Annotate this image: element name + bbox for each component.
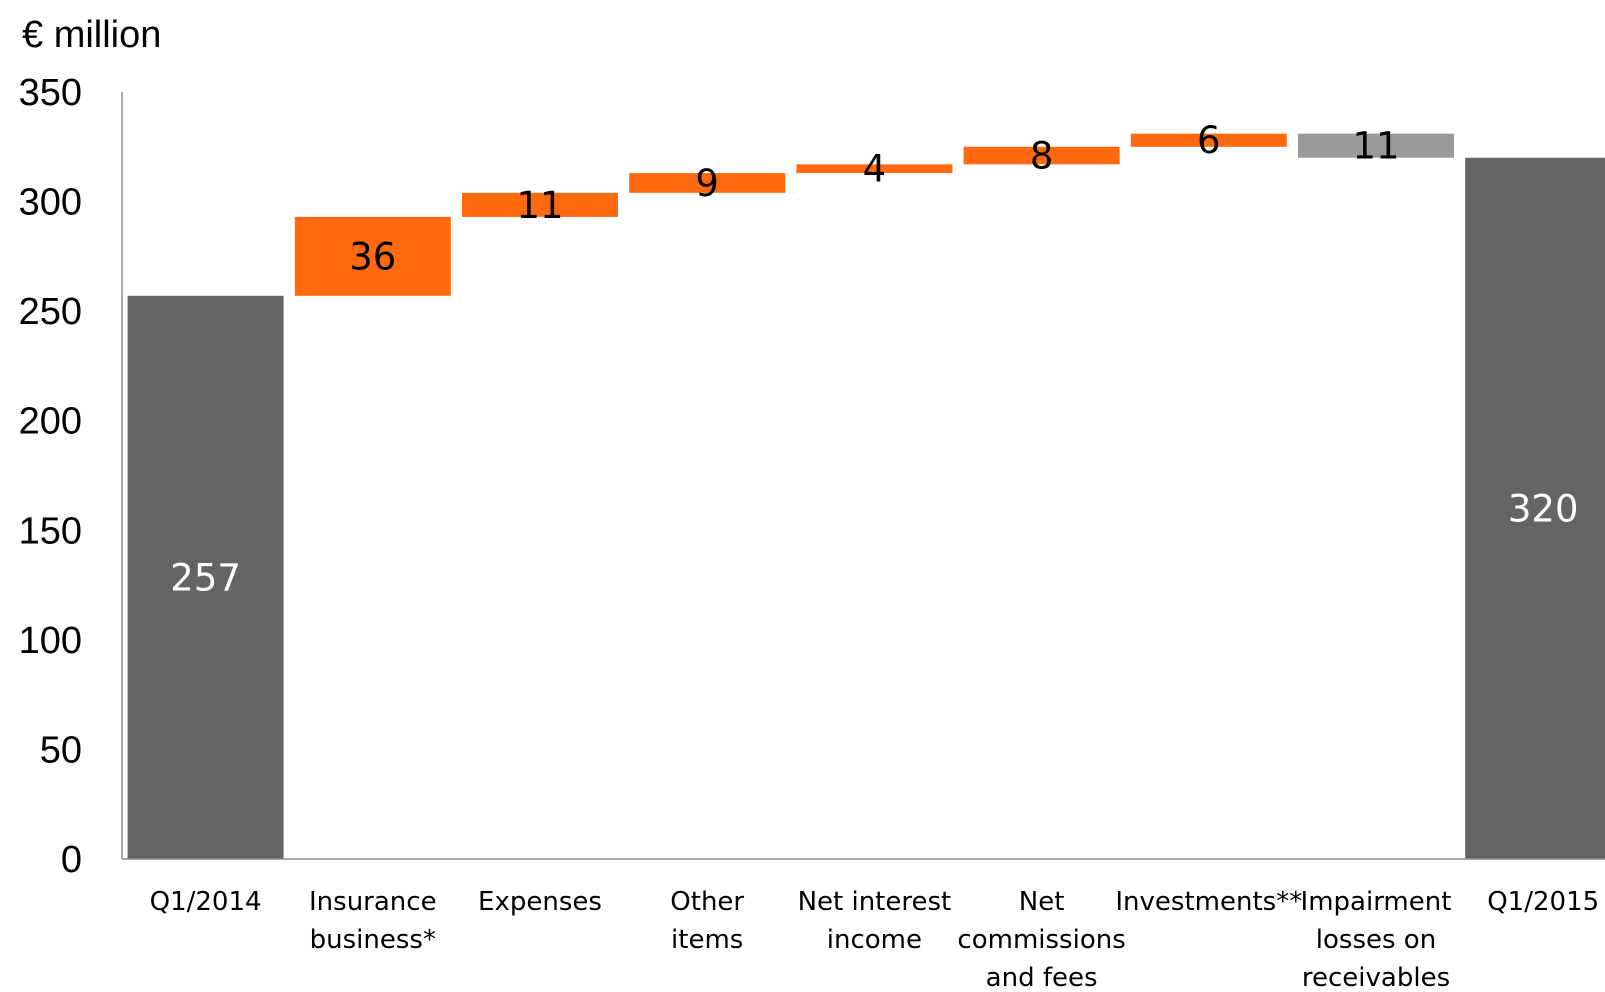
x-tick-label: Expenses bbox=[478, 887, 602, 917]
data-label: 11 bbox=[516, 184, 563, 227]
unit-label: € million bbox=[22, 14, 161, 56]
bar-1 bbox=[127, 295, 284, 859]
y-tick-label: 250 bbox=[19, 291, 82, 333]
y-tick-label: 150 bbox=[19, 510, 82, 552]
data-label: 4 bbox=[863, 148, 887, 191]
x-tick-label: Impairment losses on receivables bbox=[1301, 887, 1452, 992]
bar-8 bbox=[1298, 133, 1454, 158]
data-label: 36 bbox=[349, 235, 396, 278]
data-label: 11 bbox=[1352, 125, 1399, 168]
y-tick-label: 200 bbox=[19, 401, 82, 443]
data-label: 320 bbox=[1508, 487, 1579, 530]
bar-3 bbox=[462, 192, 618, 217]
y-tick-label: 50 bbox=[40, 729, 82, 771]
y-tick-label: 100 bbox=[19, 620, 82, 662]
x-axis: Q1/2014 Insurance business* Expenses Other it… bbox=[122, 858, 1605, 992]
data-label: 9 bbox=[695, 162, 719, 205]
x-tick-label: Insurance business* bbox=[309, 887, 437, 955]
y-tick-label: 0 bbox=[61, 839, 82, 881]
bar-2 bbox=[294, 216, 451, 296]
y-axis: 0 50 100 150 200 250 300 350 bbox=[19, 72, 123, 881]
bar-6 bbox=[963, 146, 1120, 165]
y-tick-label: 300 bbox=[19, 182, 82, 224]
bar-5 bbox=[796, 164, 953, 174]
x-tick-label: Net interest income bbox=[798, 887, 952, 955]
bar-9 bbox=[1465, 157, 1605, 859]
data-label: 257 bbox=[170, 556, 241, 599]
x-tick-label: Q1/2015 bbox=[1487, 887, 1599, 917]
bars bbox=[127, 133, 1605, 859]
data-labels: 257 36 11 9 4 8 6 11 320 bbox=[170, 119, 1578, 599]
x-tick-label: Q1/2014 bbox=[150, 887, 262, 917]
data-label: 6 bbox=[1197, 119, 1221, 162]
x-tick-label: Other items bbox=[670, 887, 744, 955]
data-label: 8 bbox=[1030, 135, 1054, 178]
x-tick-label: Investments** bbox=[1115, 887, 1302, 917]
y-tick-label: 350 bbox=[19, 72, 82, 114]
bar-7 bbox=[1130, 133, 1287, 147]
x-tick-label: Net commissions and fees bbox=[957, 887, 1125, 992]
bar-4 bbox=[629, 173, 786, 193]
